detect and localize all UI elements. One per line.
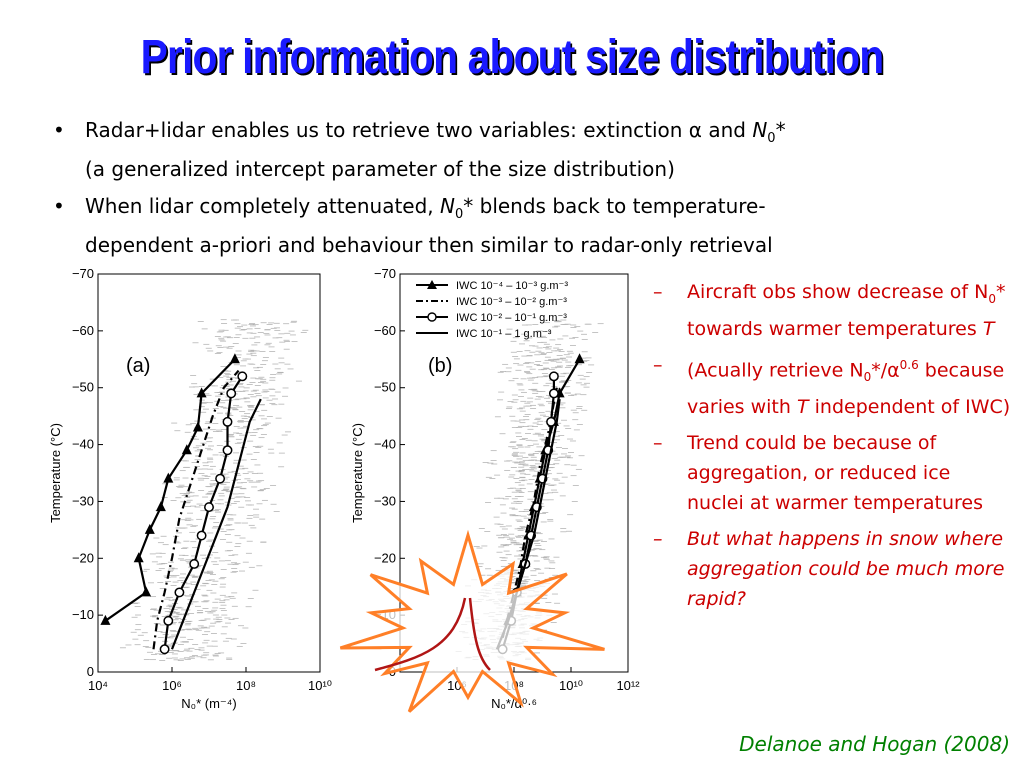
bullet-item: • When lidar completely attenuated, N0* … [45,191,1005,261]
series-0 [100,353,240,625]
y-tick-label: −10 [72,607,94,622]
legend-label: IWC 10⁻² – 10⁻¹ g.m⁻³ [456,312,567,324]
bullet-text: dependent a-priori and behaviour then si… [85,233,773,257]
bullet-text: Radar+lidar enables us to retrieve two v… [85,118,689,142]
y-tick-label: −30 [72,493,94,508]
n-symbol: N [752,118,767,142]
series-3 [172,399,261,649]
triangle-marker [145,524,155,534]
note-item: – Trend could be because of aggregation,… [647,428,1012,518]
superscript: 0.6 [900,358,919,372]
series-line [172,399,261,649]
y-axis-label: Temperature (°C) [350,423,365,523]
triangle-marker [156,501,166,511]
note-text: (Acually retrieve N [687,359,864,381]
circle-marker [164,617,172,625]
subscript: 0 [988,292,996,306]
circle-marker [175,588,183,596]
y-tick-label: −60 [374,323,396,338]
bullet-dot: • [53,191,65,222]
circle-marker [547,418,555,426]
circle-marker [190,560,198,568]
bullet-text: When lidar completely attenuated, [85,194,440,218]
note-text: */α [871,359,899,381]
y-tick-label: −30 [374,493,396,508]
note-item: – (Acually retrieve N0*/α0.6 because var… [647,350,1012,422]
bullet-text: * [776,118,786,142]
note-text: Trend could be because of aggregation, o… [687,432,983,514]
y-tick-label: −70 [72,266,94,281]
chart-panel-a: 0 −10 −20 −30 −40 −50 −60 −70 10⁴ 10⁶ 10⁸ 10¹⁰ Tempe… [48,266,332,711]
note-item: – But what happens in snow where aggrega… [647,524,1012,614]
triangle-marker [193,422,203,432]
y-tick-label: −40 [374,437,396,452]
triangle-marker [182,444,192,454]
figure: 0 −10 −20 −30 −40 −50 −60 −70 10⁴ 10⁶ 10⁸ 10¹⁰ Tempe… [0,258,640,728]
n-symbol: N [440,194,455,218]
circle-marker [223,446,231,454]
circle-marker [216,474,224,482]
citation: Delanoe and Hogan (2008) [739,732,1010,756]
circle-marker [550,389,558,397]
triangle-marker [134,552,144,562]
triangle-marker [100,615,110,625]
y-tick-label: −50 [72,380,94,395]
note-text: But what happens in snow where aggregati… [687,528,1004,610]
y-tick-label: −40 [72,437,94,452]
note-text: T [983,318,995,340]
legend: IWC 10⁻⁴ – 10⁻³ g.m⁻³ IWC 10⁻³ – 10⁻² g.m… [416,280,568,340]
bullet-list: • Radar+lidar enables us to retrieve two… [45,115,1005,267]
bullet-item: • Radar+lidar enables us to retrieve two… [45,115,1005,185]
note-text: Aircraft obs show decrease of N [687,281,988,303]
plot-frame [98,274,320,672]
slide-title: Prior information about size distributio… [77,30,947,85]
x-tick-label: 10⁸ [236,678,256,693]
x-tick-label: 10¹⁰ [308,678,332,693]
x-axis-label: N₀* (m⁻⁴) [181,696,236,711]
triangle-marker [141,586,151,596]
bullet-text: * blends back to temperature- [463,194,765,218]
dash-marker: – [653,350,663,380]
y-tick-label: −20 [72,550,94,565]
x-tick-label: 10⁶ [162,678,182,693]
bullet-dot: • [53,115,65,146]
side-notes: – Aircraft obs show decrease of N0* towa… [647,277,1012,620]
circle-marker [160,645,168,653]
circle-marker [428,313,436,321]
subscript: 0 [767,131,775,146]
x-tick-label: 10¹⁰ [559,678,583,693]
dash-marker: – [653,428,663,458]
y-tick-label: −20 [374,550,396,565]
circle-marker [227,389,235,397]
note-item: – Aircraft obs show decrease of N0* towa… [647,277,1012,344]
panel-label: (b) [428,355,452,377]
note-text: independent of IWC) [809,396,1011,418]
x-tick-label: 10⁴ [88,678,108,693]
bullet-text: (a generalized intercept parameter of th… [85,157,675,181]
legend-label: IWC 10⁻¹ – 1 g.m⁻³ [456,328,552,340]
circle-marker [197,531,205,539]
y-tick-label: −70 [374,266,396,281]
x-tick-label: 10¹² [616,678,640,693]
circle-marker [205,503,213,511]
y-tick-label: −60 [72,323,94,338]
dash-marker: – [653,277,663,307]
legend-label: IWC 10⁻⁴ – 10⁻³ g.m⁻³ [456,280,568,292]
circle-marker [550,372,558,380]
circle-marker [238,372,246,380]
circle-marker [223,418,231,426]
y-axis-label: Temperature (°C) [48,423,63,523]
y-tick-label: 0 [87,664,94,679]
panel-label: (a) [126,355,150,377]
legend-label: IWC 10⁻³ – 10⁻² g.m⁻³ [456,296,567,308]
alpha-symbol: α [689,118,702,142]
y-tick-label: −50 [374,380,396,395]
dash-marker: – [653,524,663,554]
bullet-text: and [702,118,752,142]
note-text: T [797,396,809,418]
